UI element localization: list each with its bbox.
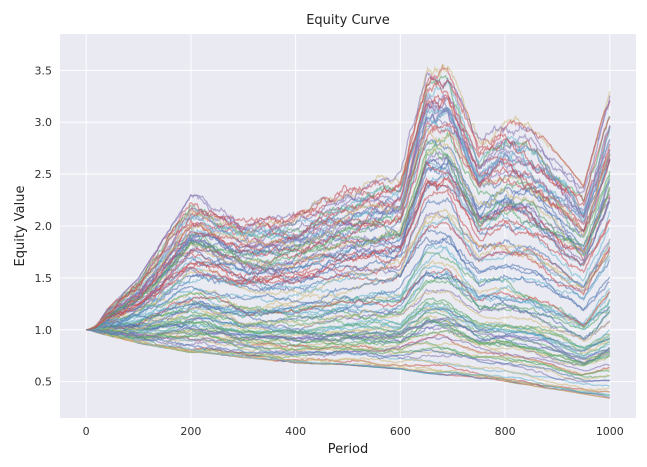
series-line bbox=[86, 320, 611, 357]
y-tick-labels: 0.5 1.0 1.5 2.0 2.5 3.0 3.5 bbox=[35, 64, 53, 388]
y-tick-label: 1.5 bbox=[35, 272, 53, 285]
series-line bbox=[86, 221, 611, 331]
series-line bbox=[86, 251, 611, 331]
series-line bbox=[86, 183, 611, 331]
y-tick-label: 2.5 bbox=[35, 168, 53, 181]
series-line bbox=[86, 306, 611, 358]
series-line bbox=[86, 269, 611, 340]
series-line bbox=[86, 144, 611, 331]
series-line bbox=[86, 236, 610, 336]
series-line bbox=[86, 121, 611, 331]
y-tick-label: 2.0 bbox=[35, 220, 53, 233]
series-lines bbox=[86, 63, 611, 399]
x-tick-label: 0 bbox=[83, 425, 90, 438]
series-line bbox=[86, 307, 611, 352]
series-line bbox=[86, 296, 611, 349]
y-tick-label: 0.5 bbox=[35, 376, 53, 389]
x-axis-label: Period bbox=[328, 442, 369, 457]
series-line bbox=[86, 96, 611, 331]
y-tick-label: 3.5 bbox=[35, 64, 53, 77]
series-line bbox=[86, 100, 611, 331]
series-line bbox=[86, 122, 611, 331]
x-tick-label: 400 bbox=[285, 425, 306, 438]
series-line bbox=[86, 267, 611, 331]
series-line bbox=[86, 213, 611, 331]
series-line bbox=[86, 106, 611, 331]
series-line bbox=[86, 329, 610, 382]
series-line bbox=[86, 329, 610, 396]
series-line bbox=[86, 301, 611, 350]
series-line bbox=[86, 289, 611, 342]
y-tick-label: 3.0 bbox=[35, 116, 53, 129]
series-line bbox=[86, 175, 611, 331]
series-line bbox=[86, 150, 611, 331]
y-axis-label: Equity Value bbox=[13, 186, 28, 267]
series-line bbox=[86, 71, 611, 331]
series-line bbox=[86, 317, 611, 366]
series-line bbox=[86, 180, 611, 331]
x-tick-labels: 0 200 400 600 800 1000 bbox=[83, 425, 624, 438]
series-line bbox=[86, 126, 611, 331]
series-line bbox=[86, 158, 611, 331]
series-line bbox=[86, 73, 611, 331]
y-tick-label: 1.0 bbox=[35, 324, 53, 337]
series-line bbox=[86, 214, 611, 331]
x-tick-label: 1000 bbox=[596, 425, 624, 438]
series-line bbox=[86, 316, 611, 361]
x-tick-label: 200 bbox=[180, 425, 201, 438]
chart-title: Equity Curve bbox=[306, 13, 390, 28]
x-tick-label: 800 bbox=[495, 425, 516, 438]
series-line bbox=[86, 235, 611, 332]
series-line bbox=[86, 329, 610, 392]
series-line bbox=[86, 328, 610, 377]
x-tick-label: 600 bbox=[390, 425, 411, 438]
